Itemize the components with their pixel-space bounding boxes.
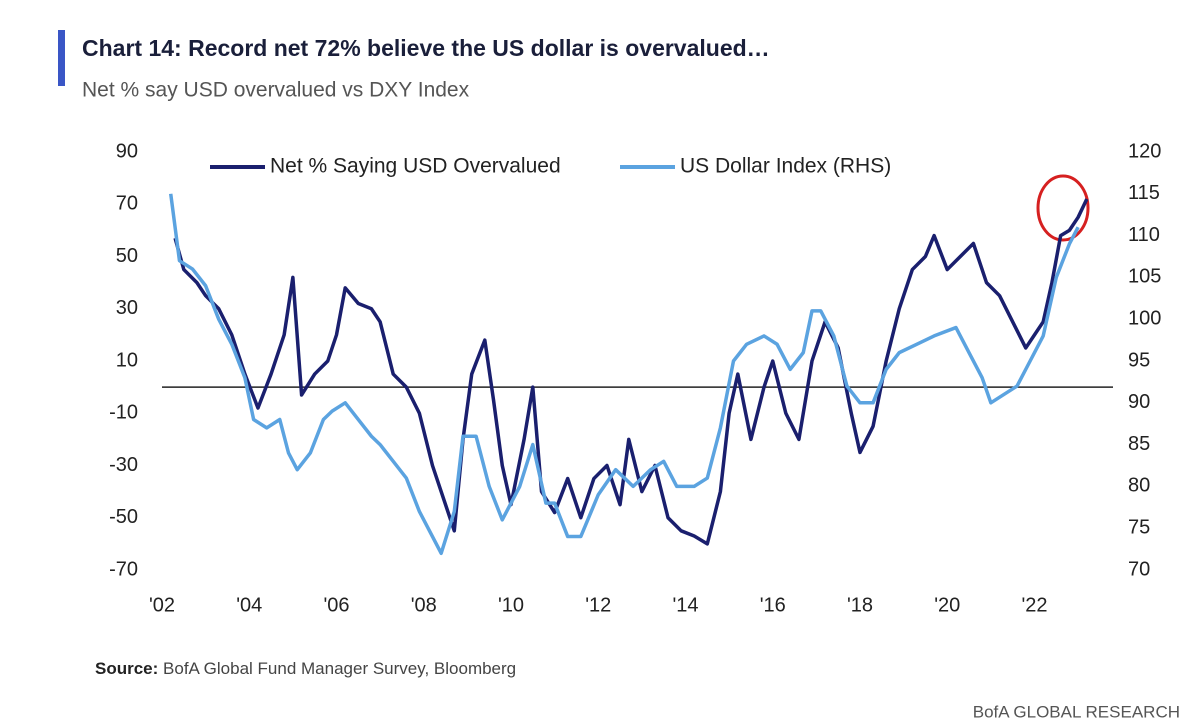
x-tick-label: '02 <box>149 594 175 616</box>
x-tick-label: '06 <box>323 594 349 616</box>
y2-tick-label: 95 <box>1128 349 1150 371</box>
series-line <box>173 198 1089 546</box>
chart-title: Chart 14: Record net 72% believe the US … <box>82 35 770 61</box>
x-tick-label: '20 <box>934 594 960 616</box>
y-tick-label: -10 <box>109 402 138 424</box>
source: Source: BofA Global Fund Manager Survey,… <box>95 659 516 678</box>
y2-tick-label: 120 <box>1128 140 1161 162</box>
x-tick-label: '08 <box>411 594 437 616</box>
title-accent <box>58 30 65 86</box>
y-tick-label: 90 <box>116 140 138 162</box>
x-tick-label: '04 <box>236 594 262 616</box>
y-tick-label: -50 <box>109 506 138 528</box>
y2-tick-label: 100 <box>1128 307 1161 329</box>
y2-tick-label: 85 <box>1128 433 1150 455</box>
y-tick-label: 50 <box>116 245 138 267</box>
x-tick-label: '16 <box>760 594 786 616</box>
y-tick-label: 30 <box>116 297 138 319</box>
footer: BofA GLOBAL RESEARCH <box>973 702 1180 721</box>
chart-subtitle: Net % say USD overvalued vs DXY Index <box>82 79 470 102</box>
x-tick-label: '18 <box>847 594 873 616</box>
x-tick-label: '22 <box>1021 594 1047 616</box>
y2-tick-label: 90 <box>1128 391 1150 413</box>
y2-tick-label: 105 <box>1128 266 1161 288</box>
y-tick-label: -70 <box>109 558 138 580</box>
y-tick-label: 70 <box>116 193 138 215</box>
x-tick-label: '10 <box>498 594 524 616</box>
x-tick-label: '12 <box>585 594 611 616</box>
series-line <box>168 193 1080 556</box>
source-label: Source: <box>95 659 158 678</box>
y2-tick-label: 75 <box>1128 516 1150 538</box>
y2-tick-label: 115 <box>1128 182 1160 204</box>
y2-tick-label: 110 <box>1128 224 1160 246</box>
x-tick-label: '14 <box>672 594 698 616</box>
source-text: BofA Global Fund Manager Survey, Bloombe… <box>163 659 516 678</box>
y-tick-label: 10 <box>116 349 138 371</box>
legend-label: Net % Saying USD Overvalued <box>270 155 561 178</box>
y-tick-label: -30 <box>109 454 138 476</box>
y2-tick-label: 70 <box>1128 558 1150 580</box>
highlight-circle <box>1036 174 1090 242</box>
legend-label: US Dollar Index (RHS) <box>680 155 891 178</box>
y2-tick-label: 80 <box>1128 475 1150 497</box>
